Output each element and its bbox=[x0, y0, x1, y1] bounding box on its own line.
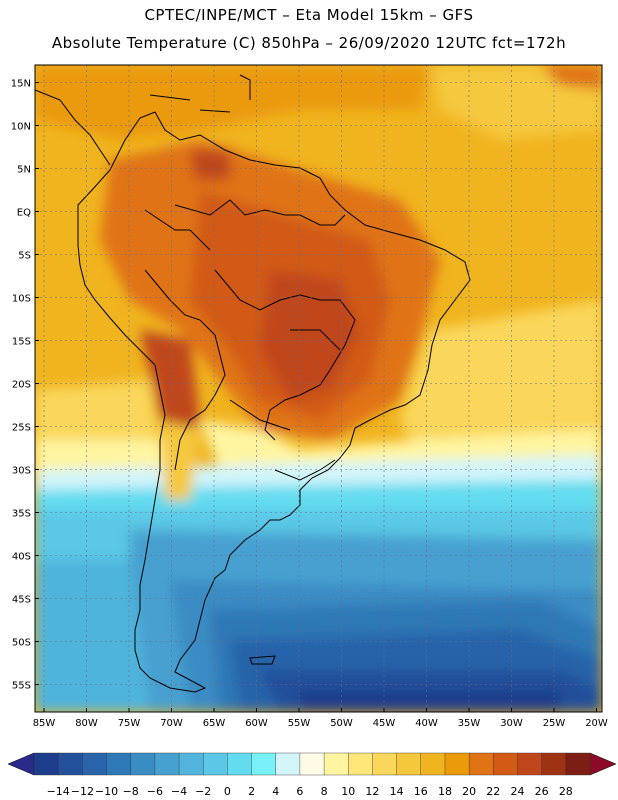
chart-title-line-1: CPTEC/INPE/MCT – Eta Model 15km – GFS bbox=[144, 6, 474, 24]
colorbar-label: 10 bbox=[341, 785, 355, 798]
border-north bbox=[174, 199, 346, 226]
colorbar-swatch bbox=[517, 752, 543, 776]
colorbar-swatch bbox=[444, 752, 470, 776]
lat-tick-label: EQ bbox=[17, 208, 31, 219]
colorbar-label: 0 bbox=[224, 785, 231, 798]
lon-tick-label: 65W bbox=[203, 718, 226, 729]
colorbar-swatch bbox=[154, 752, 180, 776]
lat-tick-label: 50S bbox=[12, 638, 31, 649]
colorbar-swatch bbox=[57, 752, 83, 776]
colorbar-label: 18 bbox=[438, 785, 452, 798]
lon-tick-label: 25W bbox=[543, 718, 566, 729]
lon-tick-label: 80W bbox=[75, 718, 98, 729]
colorbar-label: 20 bbox=[462, 785, 476, 798]
colorbar-label: −4 bbox=[171, 785, 187, 798]
colorbar-swatch bbox=[130, 752, 156, 776]
colorbar-label: 24 bbox=[510, 785, 524, 798]
colorbar-swatch bbox=[372, 752, 398, 776]
colorbar-label: 28 bbox=[559, 785, 573, 798]
lon-tick-label: 75W bbox=[118, 718, 141, 729]
south-america-outline bbox=[77, 111, 471, 693]
colorbar-swatch bbox=[251, 752, 277, 776]
colorbar-swatch bbox=[227, 752, 253, 776]
lat-tick-label: 10N bbox=[11, 122, 31, 133]
lat-tick-label: 5N bbox=[17, 165, 31, 176]
colorbar-under-arrow bbox=[7, 752, 35, 776]
colorbar-over-arrow bbox=[589, 752, 617, 776]
colorbar-label: −8 bbox=[123, 785, 139, 798]
lat-tick-label: 35S bbox=[12, 509, 31, 520]
lat-tick-label: 55S bbox=[12, 681, 31, 692]
lat-tick-label: 10S bbox=[12, 294, 31, 305]
central-america bbox=[35, 89, 111, 166]
lat-tick-label: 45S bbox=[12, 595, 31, 606]
lon-tick-label: 45W bbox=[373, 718, 396, 729]
colorbar-swatch bbox=[33, 752, 59, 776]
lon-tick-label: 30W bbox=[500, 718, 523, 729]
colorbar-label: 2 bbox=[248, 785, 255, 798]
colorbar-label: −6 bbox=[147, 785, 163, 798]
lat-tick-label: 15S bbox=[12, 337, 31, 348]
uruguay-border bbox=[274, 459, 336, 481]
colorbar-swatch bbox=[565, 752, 591, 776]
falklands bbox=[249, 655, 276, 665]
colorbar-label: 26 bbox=[535, 785, 549, 798]
lat-tick-label: 30S bbox=[12, 466, 31, 477]
lon-tick-label: 85W bbox=[33, 718, 56, 729]
lat-tick-label: 25S bbox=[12, 423, 31, 434]
temperature-field bbox=[35, 65, 602, 712]
colorbar-label: 4 bbox=[272, 785, 279, 798]
map-frame bbox=[34, 64, 603, 713]
colorbar-swatch bbox=[323, 752, 349, 776]
colorbar: −14 −12 −10 −8 −6 −4 −2 0 2 4 6 8 10 12 14 16 18 20 22 24 26… bbox=[7, 752, 617, 798]
colorbar-swatch bbox=[203, 752, 228, 776]
lat-tick-label: 40S bbox=[12, 552, 31, 563]
border-andes bbox=[144, 269, 226, 471]
colorbar-label: 14 bbox=[390, 785, 404, 798]
lon-tick-label: 20W bbox=[585, 718, 608, 729]
lon-tick-label: 40W bbox=[415, 718, 438, 729]
colorbar-label: 6 bbox=[296, 785, 303, 798]
colorbar-swatch bbox=[82, 752, 108, 776]
colorbar-label: 12 bbox=[365, 785, 379, 798]
lon-tick-label: 55W bbox=[288, 718, 311, 729]
lon-tick-label: 70W bbox=[160, 718, 183, 729]
lat-tick-label: 20S bbox=[12, 380, 31, 391]
lon-tick-label: 35W bbox=[458, 718, 481, 729]
coastlines bbox=[35, 74, 471, 693]
colorbar-swatch bbox=[420, 752, 446, 776]
colorbar-swatch bbox=[396, 752, 422, 776]
colorbar-swatch bbox=[275, 752, 301, 776]
lon-tick-label: 50W bbox=[330, 718, 353, 729]
colorbar-swatch bbox=[541, 752, 567, 776]
colorbar-label: 16 bbox=[414, 785, 428, 798]
colorbar-swatch bbox=[348, 752, 373, 776]
latitude-tick-labels: 15N 10N 5N EQ 5S 10S 15S 20S 25S 30S 35S 40S 45S 50S 5… bbox=[11, 79, 39, 692]
colorbar-label: −12 bbox=[71, 785, 94, 798]
lat-tick-label: 15N bbox=[11, 79, 31, 90]
colorbar-swatch bbox=[493, 752, 518, 776]
border-brazil bbox=[214, 269, 356, 441]
lat-tick-label: 5S bbox=[18, 251, 31, 262]
colorbar-swatch bbox=[468, 752, 494, 776]
colorbar-label: −14 bbox=[47, 785, 70, 798]
lon-tick-label: 60W bbox=[245, 718, 268, 729]
longitude-tick-labels: 85W 80W 75W 70W 65W 60W 55W 50W 45W 40W 35W 30W 25W 2… bbox=[33, 708, 608, 729]
colorbar-swatch bbox=[299, 752, 325, 776]
colorbar-label: −10 bbox=[95, 785, 118, 798]
colorbar-swatch bbox=[178, 752, 204, 776]
colorbar-label: −2 bbox=[195, 785, 211, 798]
colorbar-label: 22 bbox=[486, 785, 500, 798]
colorbar-label: 8 bbox=[321, 785, 328, 798]
caribbean-islands bbox=[149, 74, 251, 113]
chart-title-line-2: Absolute Temperature (C) 850hPa – 26/09/… bbox=[51, 34, 567, 52]
colorbar-swatch bbox=[106, 752, 132, 776]
